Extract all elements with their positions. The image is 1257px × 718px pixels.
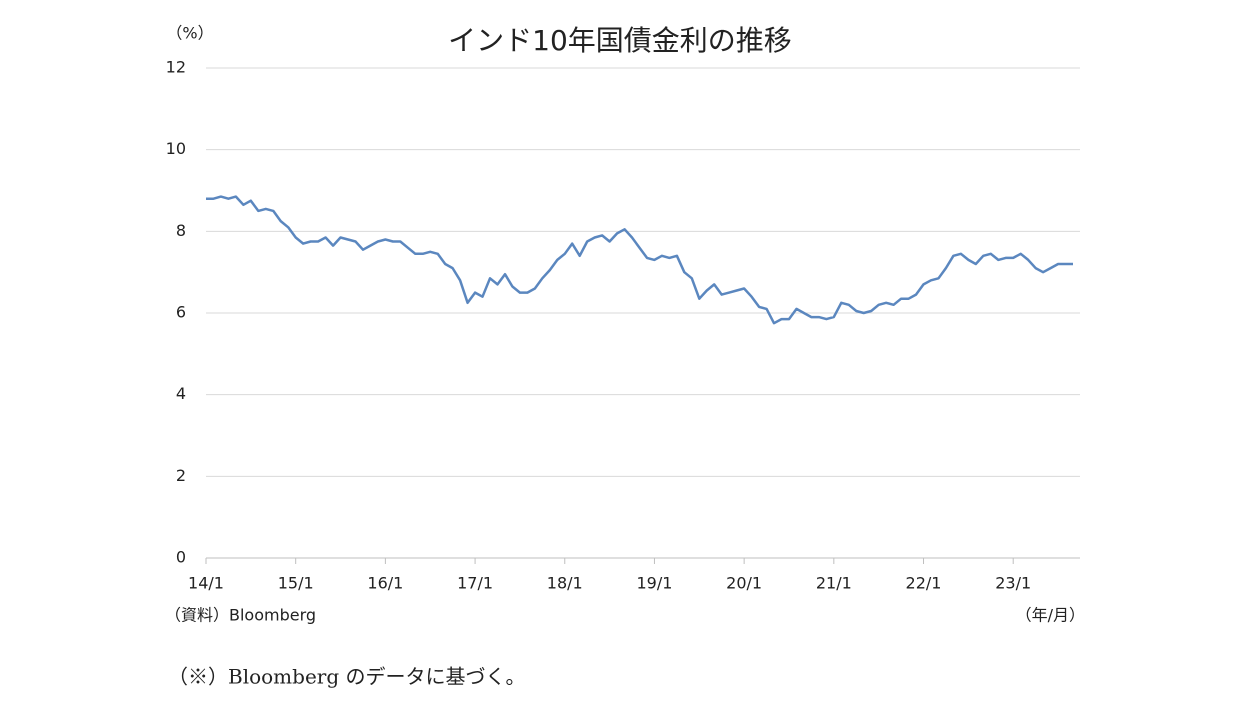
chart-title: インド10年国債金利の推移 [448, 24, 792, 57]
y-tick-label: 6 [176, 303, 186, 322]
x-tick-label: 16/1 [367, 574, 403, 593]
source: （資料）Bloomberg [165, 606, 316, 625]
x-tick-label: 15/1 [278, 574, 314, 593]
x-tick-label: 22/1 [906, 574, 942, 593]
y-tick-label: 0 [176, 548, 186, 567]
y-tick-label: 10 [166, 139, 186, 158]
x-tick-label: 21/1 [816, 574, 852, 593]
x-tick-label: 19/1 [636, 574, 672, 593]
y-tick-label: 12 [166, 58, 186, 77]
x-tick-label: 17/1 [457, 574, 493, 593]
y-tick-label: 8 [176, 221, 186, 240]
x-unit: （年/月） [1016, 606, 1085, 625]
y-tick-label: 2 [176, 466, 186, 485]
x-tick-label: 20/1 [726, 574, 762, 593]
y-unit: （%） [166, 24, 213, 43]
line [206, 195, 1073, 325]
y-tick-label: 4 [176, 384, 186, 403]
x-tick-label: 18/1 [547, 574, 583, 593]
x-tick-label: 23/1 [995, 574, 1031, 593]
footnote: （※）Bloomberg のデータに基づく。 [168, 665, 526, 689]
x-tick-label: 14/1 [188, 574, 224, 593]
